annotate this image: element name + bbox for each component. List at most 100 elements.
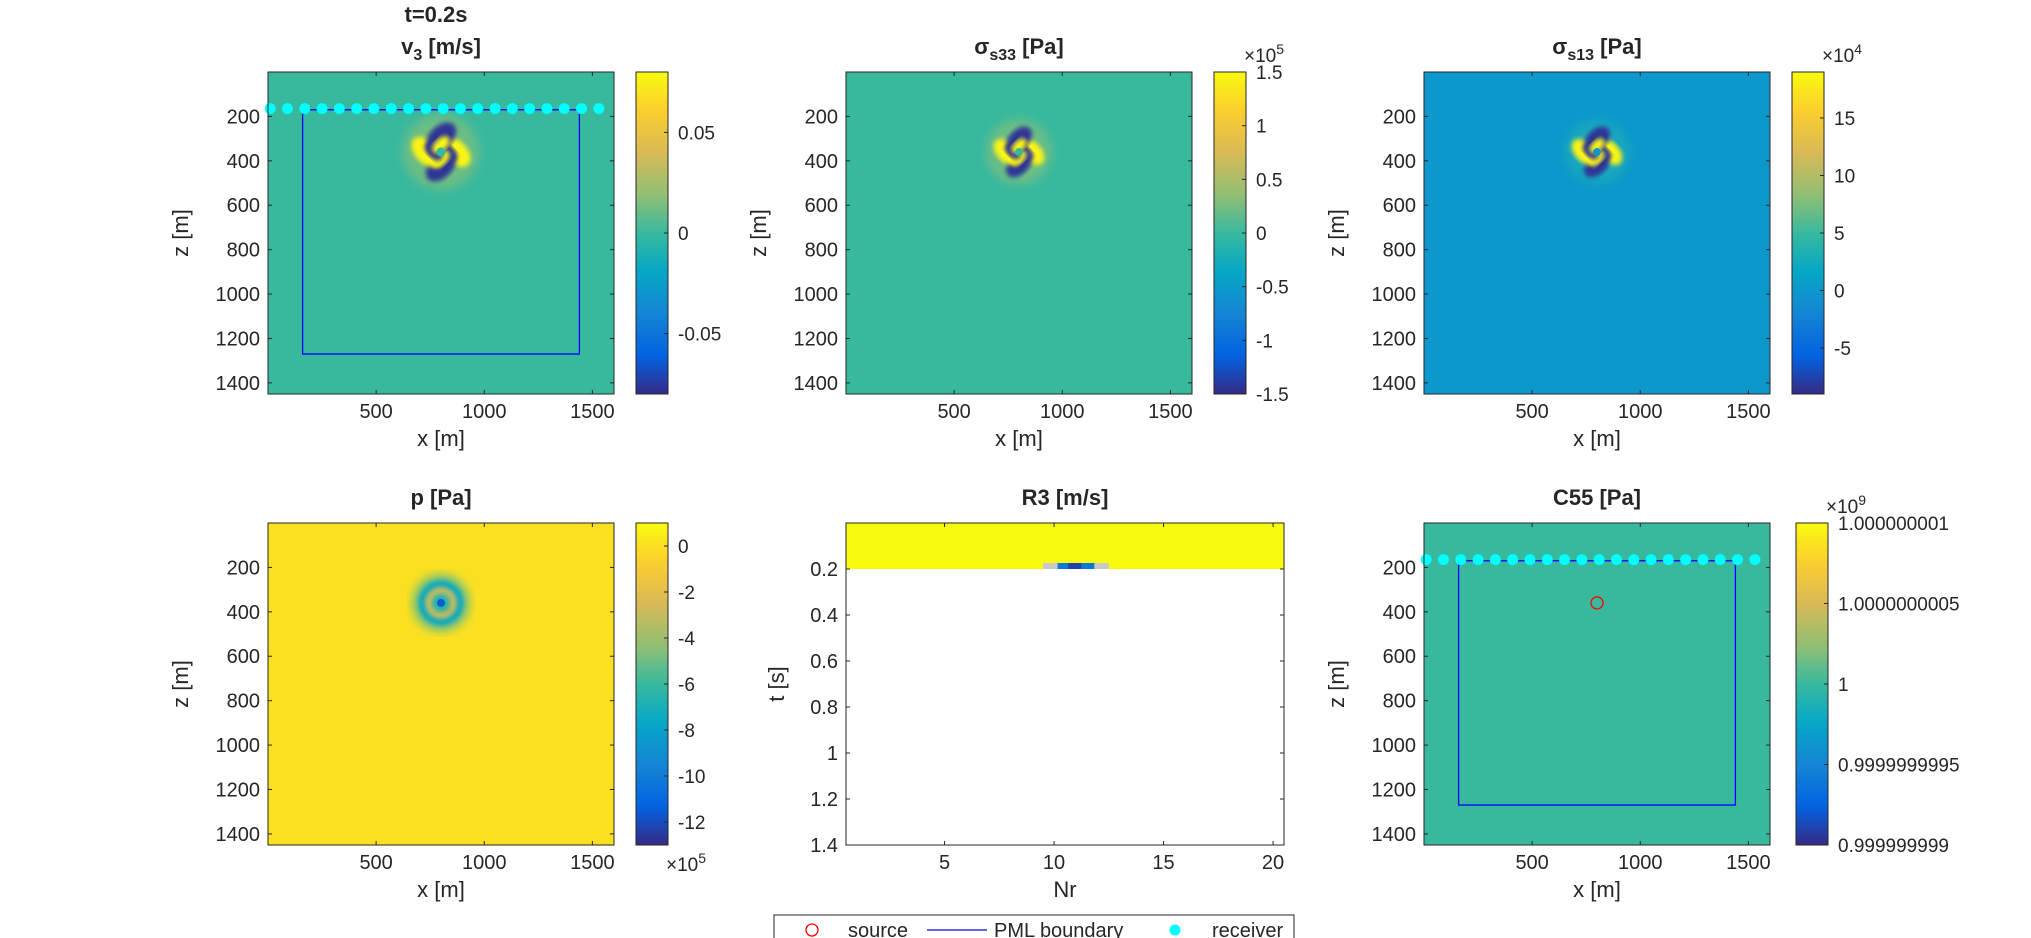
- plot-area: [268, 72, 614, 394]
- panel-title: R3 [m/s]: [1022, 485, 1109, 510]
- y-axis-label: t [s]: [764, 666, 789, 701]
- wave-lobe-inner: [1011, 138, 1027, 154]
- x-tick-label: 500: [359, 401, 392, 423]
- axes-frame: [267, 522, 615, 846]
- title-main: σ: [1552, 34, 1567, 59]
- y-tick-label: 800: [1383, 240, 1416, 262]
- colorbar-tick-label: -2: [678, 583, 695, 604]
- colorbar-tick-label: 0.999999999: [1838, 836, 1949, 857]
- colorbar-tick-label: -1.5: [1256, 385, 1289, 406]
- y-tick-label: 800: [805, 240, 838, 262]
- receiver-marker: [351, 103, 363, 115]
- x-tick-label: 1500: [1726, 852, 1771, 874]
- y-tick-label: 400: [227, 602, 260, 624]
- exponent-base: ×10: [1822, 46, 1854, 67]
- y-tick-label: 200: [1383, 106, 1416, 128]
- chart-panel-1: 500 1000 1500 200 400 600 800 1000 1200 1400 x [m]…: [168, 34, 721, 451]
- axes-frame: [845, 522, 1285, 846]
- colorbar-tick-label: 1: [1838, 675, 1849, 696]
- x-tick-label: 1000: [1040, 401, 1085, 423]
- title-main: p [Pa]: [410, 485, 471, 510]
- colorbar: [1213, 71, 1247, 395]
- receiver-marker: [437, 103, 449, 115]
- y-tick-label: 1200: [794, 328, 839, 350]
- y-tick-label: 600: [805, 195, 838, 217]
- plot-area: [268, 523, 614, 845]
- plot-area: [846, 523, 1284, 845]
- legend-pml-label: PML boundary: [994, 920, 1123, 938]
- colorbar-tick-label: 0: [1834, 282, 1845, 303]
- x-tick-label: 1500: [1148, 401, 1193, 423]
- receiver-marker: [420, 103, 432, 115]
- y-tick-label: 800: [1383, 691, 1416, 713]
- legend-box: [773, 914, 1295, 938]
- colorbar-tick-label: 1: [1256, 117, 1267, 138]
- title-main: R3 [m/s]: [1022, 485, 1109, 510]
- y-tick-label: 1000: [794, 284, 839, 306]
- y-tick-label: 1200: [1372, 328, 1417, 350]
- y-axis-label: z [m]: [1324, 209, 1349, 257]
- x-tick-label: 1500: [570, 401, 615, 423]
- y-tick-label: 600: [227, 646, 260, 668]
- colorbar-tick-label: -8: [678, 721, 695, 742]
- title-subscript: 3: [413, 47, 422, 64]
- x-axis-label: x [m]: [1573, 877, 1621, 902]
- receiver-marker: [1749, 554, 1761, 566]
- wave-center: [436, 147, 446, 157]
- receiver-marker: [593, 103, 605, 115]
- receiver-marker: [1714, 554, 1726, 566]
- colorbar-tick-label: -6: [678, 675, 695, 696]
- panel-title: C55 [Pa]: [1553, 485, 1641, 510]
- colorbar-tick-label: -4: [678, 629, 695, 650]
- y-tick-label: 1000: [1372, 284, 1417, 306]
- colorbar-exponent: ×104: [1822, 41, 1862, 67]
- legend-receiver-label: receiver: [1212, 920, 1283, 938]
- y-axis-label: z [m]: [168, 209, 193, 257]
- x-tick-label: 20: [1262, 852, 1284, 874]
- heatmap-background: [268, 523, 614, 845]
- unrecorded-area: [846, 523, 1284, 845]
- colorbar: [635, 71, 669, 395]
- panel-title: σs33 [Pa]: [974, 34, 1063, 64]
- wave-center: [1593, 148, 1601, 156]
- chart-panel-2: 500 1000 1500 200 400 600 800 1000 1200 1400 x [m]…: [746, 34, 1289, 451]
- receiver-marker: [281, 103, 293, 115]
- axes-frame: [267, 71, 615, 395]
- colorbar-exponent: ×105: [1244, 41, 1284, 67]
- y-tick-label: 0.6: [810, 651, 838, 673]
- y-tick-label: 1.2: [810, 789, 838, 811]
- y-tick-label: 600: [1383, 195, 1416, 217]
- legend-source-marker: [805, 923, 819, 937]
- x-axis-label: x [m]: [995, 426, 1043, 451]
- legend: source PML boundary receiver: [773, 914, 1295, 938]
- y-tick-label: 1000: [1372, 735, 1417, 757]
- receiver-marker: [1524, 554, 1536, 566]
- plot-area: [846, 72, 1192, 394]
- colorbar-tick-label: -12: [678, 813, 705, 834]
- x-tick-label: 500: [1515, 852, 1548, 874]
- y-tick-label: 1400: [1372, 373, 1417, 395]
- receiver-marker: [558, 103, 570, 115]
- panel-title: v3 [m/s]: [401, 34, 481, 64]
- exponent-base: ×10: [1826, 497, 1858, 518]
- colorbar-tick-label: 10: [1834, 167, 1855, 188]
- y-tick-label: 1400: [794, 373, 839, 395]
- y-tick-label: 800: [227, 240, 260, 262]
- x-axis-label: Nr: [1053, 877, 1076, 902]
- colorbar-tick-label: -5: [1834, 339, 1851, 360]
- receiver-marker: [1610, 554, 1622, 566]
- y-tick-label: 400: [805, 151, 838, 173]
- y-tick-label: 0.2: [810, 559, 838, 581]
- colorbar-tick-label: 0.9999999995: [1838, 756, 1960, 777]
- receiver-marker: [264, 103, 276, 115]
- y-tick-label: 1400: [1372, 824, 1417, 846]
- colorbar-tick-label: 0.5: [1256, 170, 1282, 191]
- title-main: v: [401, 34, 414, 59]
- colorbar-tick-label: 0: [1256, 224, 1267, 245]
- chart-panel-5: 5 10 15 20 0.2 0.4 0.6 0.8 1 1.2 1.4 Nr t [s] R3 [m/s…: [764, 485, 1285, 902]
- colorbar-tick-label: -0.05: [678, 325, 721, 346]
- y-tick-label: 1.4: [810, 835, 838, 857]
- y-tick-label: 1200: [216, 328, 261, 350]
- legend-source-label: source: [848, 920, 908, 938]
